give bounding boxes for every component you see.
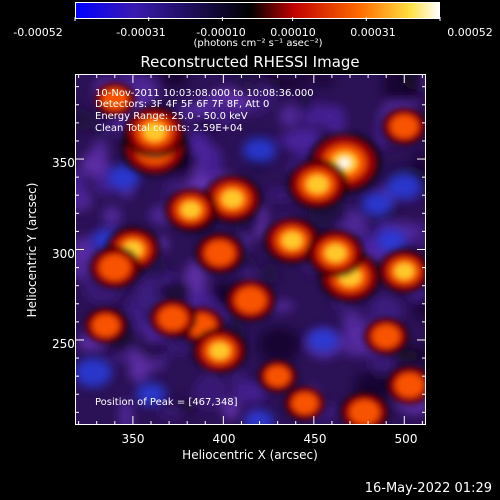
info-total-counts: Clean Total counts: 2.59E+04 [95, 123, 243, 134]
hot-region-mark [158, 306, 187, 330]
hot-region-mark [349, 400, 380, 425]
peak-position: Position of Peak = [467,348] [95, 397, 238, 408]
texture-blob [186, 130, 210, 155]
texture-blob [102, 205, 122, 227]
hot-region-mark [221, 190, 243, 208]
colorbar-label: -0.00010 [196, 26, 246, 39]
colorbar-label: -0.00031 [116, 26, 166, 39]
hot-region-mark [209, 342, 230, 360]
colorbar [75, 2, 440, 19]
cold-region-mark [307, 327, 339, 352]
colorbar-ticks [74, 17, 441, 21]
hot-region-mark [99, 254, 130, 281]
texture-blob [156, 286, 174, 297]
hot-region-mark [292, 392, 318, 414]
colorbar-label: 0.00010 [270, 26, 316, 39]
x-tick-label: 500 [394, 432, 418, 446]
hot-region-mark [306, 175, 329, 194]
hot-region-mark [372, 325, 400, 348]
colorbar-label: 0.00031 [350, 26, 396, 39]
hot-region-mark [265, 366, 290, 387]
cold-region-mark [386, 172, 422, 200]
hot-region-mark [281, 231, 303, 249]
texture-blob [276, 131, 320, 149]
hot-region-mark [92, 314, 119, 337]
colorbar-gradient [76, 3, 439, 18]
y-tick-label: 250 [52, 337, 75, 351]
texture-blob [91, 139, 109, 164]
info-time-range: 10-Nov-2011 10:03:08.000 to 10:08:36.000 [95, 88, 314, 99]
cold-region-mark [242, 137, 277, 163]
info-energy-range: Energy Range: 25.0 - 50.0 keV [95, 111, 248, 122]
y-axis-label: Heliocentric Y (arcsec) [25, 182, 39, 318]
y-tick-label: 300 [52, 247, 75, 261]
cold-region-mark [377, 229, 407, 252]
hot-region-mark [205, 240, 235, 266]
texture-blob [279, 104, 300, 128]
texture-blob [262, 262, 279, 284]
x-axis-label: Heliocentric X (arcsec) [182, 448, 318, 462]
hot-region-mark [390, 115, 418, 138]
hot-region-mark [235, 287, 266, 313]
x-tick-label: 400 [212, 432, 236, 446]
texture-blob [136, 339, 172, 356]
cold-region-mark [75, 357, 113, 388]
texture-blob [138, 282, 155, 302]
hot-region-mark [395, 373, 424, 397]
colorbar-label: -0.00052 [13, 26, 63, 39]
colorbar-label: 0.00052 [447, 26, 493, 39]
hot-region-mark [325, 244, 346, 262]
hot-region-mark [394, 263, 414, 280]
hot-region-mark [181, 201, 201, 218]
colorbar-units: (photons cm⁻² s⁻¹ asec⁻²) [193, 38, 323, 49]
plot-timestamp: 16-May-2022 01:29 [364, 481, 492, 496]
x-tick-label: 450 [303, 432, 327, 446]
y-tick-label: 350 [52, 156, 75, 170]
texture-blob [258, 327, 302, 363]
hot-region-mark [338, 157, 351, 168]
x-tick-label: 350 [121, 432, 145, 446]
cold-region-mark [361, 192, 393, 217]
chart-title: Reconstructed RHESSI Image [140, 53, 360, 71]
info-detectors: Detectors: 3F 4F 5F 6F 7F 8F, Att 0 [95, 99, 270, 110]
texture-blob [128, 353, 150, 384]
